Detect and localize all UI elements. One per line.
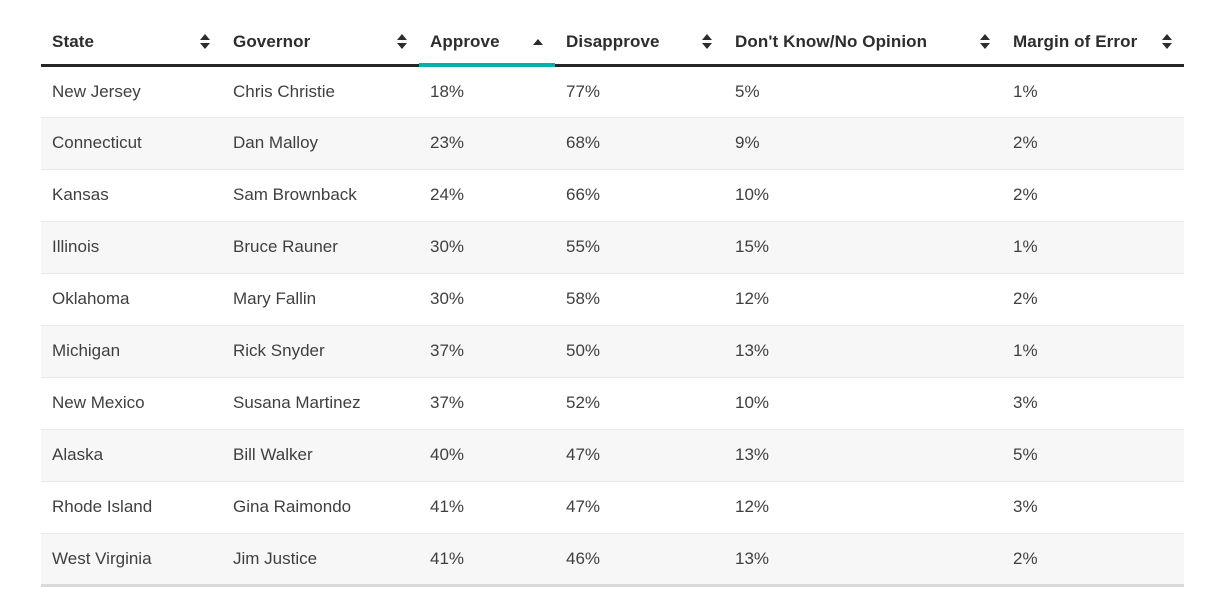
cell-governor: Rick Snyder: [222, 324, 419, 377]
table-header: State Governor Approve: [41, 20, 1184, 67]
cell-margin-of-error: 1%: [1002, 220, 1184, 273]
table-row: West Virginia Jim Justice 41% 46% 13% 2%: [41, 532, 1184, 587]
cell-approve: 23%: [419, 116, 555, 169]
col-header-state-label: State: [52, 31, 95, 51]
cell-state: Connecticut: [41, 116, 222, 169]
data-table: State Governor Approve: [41, 20, 1184, 587]
governor-approval-table: State Governor Approve: [41, 20, 1184, 587]
cell-margin-of-error: 3%: [1002, 376, 1184, 429]
cell-disapprove: 47%: [555, 480, 724, 533]
cell-disapprove: 68%: [555, 116, 724, 169]
cell-governor: Chris Christie: [222, 64, 419, 117]
cell-state: Kansas: [41, 168, 222, 221]
col-header-governor[interactable]: Governor: [222, 20, 419, 67]
cell-dont-know: 12%: [724, 480, 1002, 533]
cell-margin-of-error: 1%: [1002, 64, 1184, 117]
cell-approve: 37%: [419, 376, 555, 429]
cell-approve: 41%: [419, 480, 555, 533]
cell-disapprove: 77%: [555, 64, 724, 117]
cell-disapprove: 58%: [555, 272, 724, 325]
header-row: State Governor Approve: [41, 20, 1184, 67]
cell-margin-of-error: 2%: [1002, 168, 1184, 221]
cell-dont-know: 13%: [724, 532, 1002, 587]
cell-margin-of-error: 2%: [1002, 532, 1184, 587]
cell-state: Oklahoma: [41, 272, 222, 325]
col-header-margin-of-error[interactable]: Margin of Error: [1002, 20, 1184, 67]
cell-margin-of-error: 5%: [1002, 428, 1184, 481]
cell-state: Alaska: [41, 428, 222, 481]
cell-governor: Susana Martinez: [222, 376, 419, 429]
table-row: Michigan Rick Snyder 37% 50% 13% 1%: [41, 324, 1184, 377]
table-row: Alaska Bill Walker 40% 47% 13% 5%: [41, 428, 1184, 481]
cell-governor: Gina Raimondo: [222, 480, 419, 533]
sort-both-icon: [200, 34, 210, 50]
cell-approve: 41%: [419, 532, 555, 587]
sort-ascending-icon: [533, 38, 543, 45]
sort-both-icon: [1162, 34, 1172, 50]
col-header-disapprove[interactable]: Disapprove: [555, 20, 724, 67]
cell-margin-of-error: 2%: [1002, 272, 1184, 325]
cell-disapprove: 55%: [555, 220, 724, 273]
cell-margin-of-error: 2%: [1002, 116, 1184, 169]
sort-both-icon: [702, 34, 712, 50]
sort-both-icon: [397, 34, 407, 50]
col-header-dont-know[interactable]: Don't Know/No Opinion: [724, 20, 1002, 67]
cell-approve: 18%: [419, 64, 555, 117]
cell-dont-know: 13%: [724, 428, 1002, 481]
cell-dont-know: 9%: [724, 116, 1002, 169]
cell-state: Rhode Island: [41, 480, 222, 533]
cell-disapprove: 52%: [555, 376, 724, 429]
cell-disapprove: 47%: [555, 428, 724, 481]
cell-disapprove: 46%: [555, 532, 724, 587]
cell-approve: 40%: [419, 428, 555, 481]
table-row: Illinois Bruce Rauner 30% 55% 15% 1%: [41, 220, 1184, 273]
table-row: New Mexico Susana Martinez 37% 52% 10% 3%: [41, 376, 1184, 429]
col-header-approve[interactable]: Approve: [419, 20, 555, 67]
cell-dont-know: 10%: [724, 168, 1002, 221]
cell-dont-know: 10%: [724, 376, 1002, 429]
cell-state: Illinois: [41, 220, 222, 273]
table-row: Connecticut Dan Malloy 23% 68% 9% 2%: [41, 116, 1184, 169]
cell-state: New Jersey: [41, 64, 222, 117]
cell-dont-know: 12%: [724, 272, 1002, 325]
cell-approve: 30%: [419, 220, 555, 273]
cell-dont-know: 5%: [724, 64, 1002, 117]
cell-margin-of-error: 3%: [1002, 480, 1184, 533]
cell-governor: Mary Fallin: [222, 272, 419, 325]
cell-dont-know: 15%: [724, 220, 1002, 273]
table-row: New Jersey Chris Christie 18% 77% 5% 1%: [41, 64, 1184, 117]
col-header-state[interactable]: State: [41, 20, 222, 67]
table-body: New Jersey Chris Christie 18% 77% 5% 1% Connec…: [41, 64, 1184, 587]
cell-state: West Virginia: [41, 532, 222, 587]
cell-state: Michigan: [41, 324, 222, 377]
sort-both-icon: [980, 34, 990, 50]
cell-approve: 30%: [419, 272, 555, 325]
cell-disapprove: 50%: [555, 324, 724, 377]
table-row: Rhode Island Gina Raimondo 41% 47% 12% 3%: [41, 480, 1184, 533]
col-header-governor-label: Governor: [233, 31, 311, 51]
cell-dont-know: 13%: [724, 324, 1002, 377]
cell-disapprove: 66%: [555, 168, 724, 221]
cell-margin-of-error: 1%: [1002, 324, 1184, 377]
col-header-dont-know-label: Don't Know/No Opinion: [735, 31, 928, 51]
cell-governor: Bruce Rauner: [222, 220, 419, 273]
cell-governor: Bill Walker: [222, 428, 419, 481]
col-header-approve-label: Approve: [430, 31, 500, 51]
table-row: Kansas Sam Brownback 24% 66% 10% 2%: [41, 168, 1184, 221]
col-header-disapprove-label: Disapprove: [566, 31, 660, 51]
cell-state: New Mexico: [41, 376, 222, 429]
table-row: Oklahoma Mary Fallin 30% 58% 12% 2%: [41, 272, 1184, 325]
cell-governor: Sam Brownback: [222, 168, 419, 221]
cell-approve: 24%: [419, 168, 555, 221]
cell-approve: 37%: [419, 324, 555, 377]
cell-governor: Dan Malloy: [222, 116, 419, 169]
cell-governor: Jim Justice: [222, 532, 419, 587]
col-header-margin-of-error-label: Margin of Error: [1013, 31, 1138, 51]
